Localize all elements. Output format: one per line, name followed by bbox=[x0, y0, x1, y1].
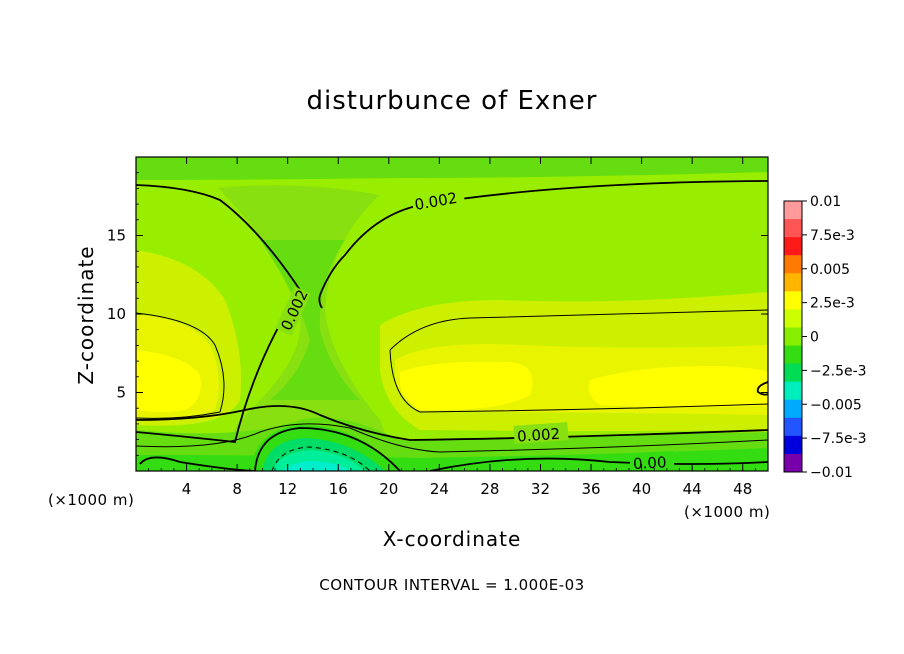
x-tick-label: 8 bbox=[232, 480, 242, 498]
colorbar-swatch bbox=[784, 273, 802, 292]
colorbar-tick-label: 2.5e-3 bbox=[810, 296, 855, 312]
colorbar-tick-label: −2.5e-3 bbox=[810, 363, 867, 379]
contour-labels: 0.002 0.002 0.002 0.00 bbox=[275, 185, 675, 473]
x-unit-right: (×1000 m) bbox=[684, 503, 771, 521]
x-tick-label: 44 bbox=[683, 480, 702, 498]
x-axis-ticks: 4 8 12 16 20 24 28 32 36 40 44 48 bbox=[135, 157, 769, 498]
x-tick-label: 32 bbox=[531, 480, 550, 498]
x-tick-label: 12 bbox=[278, 480, 297, 498]
x-tick-label: 16 bbox=[329, 480, 348, 498]
x-tick-label: 40 bbox=[632, 480, 651, 498]
contour-interval-note: CONTOUR INTERVAL = 1.000E-03 bbox=[319, 576, 585, 594]
colorbar-tick-label: −7.5e-3 bbox=[810, 431, 867, 447]
x-tick-label: 24 bbox=[430, 480, 449, 498]
colorbar-tick-label: 0.005 bbox=[810, 262, 850, 278]
colorbar-tick-label: −0.01 bbox=[810, 465, 853, 481]
x-unit-left: (×1000 m) bbox=[48, 491, 135, 509]
x-tick-label: 4 bbox=[182, 480, 192, 498]
colorbar-tick-label: 7.5e-3 bbox=[810, 228, 855, 244]
colorbar: 0.01 7.5e-3 0.005 2.5e-3 0 −2.5e-3 −0.005 −7.5e… bbox=[783, 194, 867, 481]
contour-label: 0.00 bbox=[633, 453, 667, 473]
colorbar-swatch bbox=[784, 345, 802, 365]
y-axis-label: Z-coordinate bbox=[74, 245, 98, 385]
chart-title: disturbunce of Exner bbox=[306, 86, 598, 116]
y-tick-label: 10 bbox=[107, 305, 126, 323]
colorbar-swatch bbox=[784, 255, 802, 274]
colorbar-swatch bbox=[784, 237, 802, 256]
colorbar-swatch bbox=[784, 435, 802, 455]
x-axis-label: X-coordinate bbox=[382, 527, 522, 551]
y-axis-ticks: 5 10 15 bbox=[107, 156, 768, 472]
y-tick-label: 5 bbox=[116, 384, 126, 402]
colorbar-swatch bbox=[784, 309, 802, 328]
x-tick-label: 28 bbox=[480, 480, 499, 498]
colorbar-swatch bbox=[784, 201, 802, 220]
colorbar-swatch bbox=[784, 291, 802, 310]
colorbar-swatch bbox=[784, 399, 802, 419]
contour-fill bbox=[136, 157, 768, 471]
contour-label: 0.002 bbox=[517, 425, 561, 446]
colorbar-tick-label: 0 bbox=[810, 330, 819, 346]
colorbar-swatch bbox=[784, 417, 802, 437]
y-tick-label: 15 bbox=[107, 227, 126, 245]
colorbar-tick-label: −0.005 bbox=[810, 397, 862, 413]
x-tick-label: 48 bbox=[733, 480, 752, 498]
x-tick-label: 36 bbox=[581, 480, 600, 498]
colorbar-swatch bbox=[784, 363, 802, 383]
colorbar-tick-label: 0.01 bbox=[810, 194, 841, 210]
colorbar-swatch bbox=[784, 219, 802, 238]
colorbar-swatch bbox=[784, 453, 802, 473]
colorbar-swatch bbox=[784, 381, 802, 401]
x-tick-label: 20 bbox=[379, 480, 398, 498]
colorbar-swatch bbox=[784, 327, 802, 347]
